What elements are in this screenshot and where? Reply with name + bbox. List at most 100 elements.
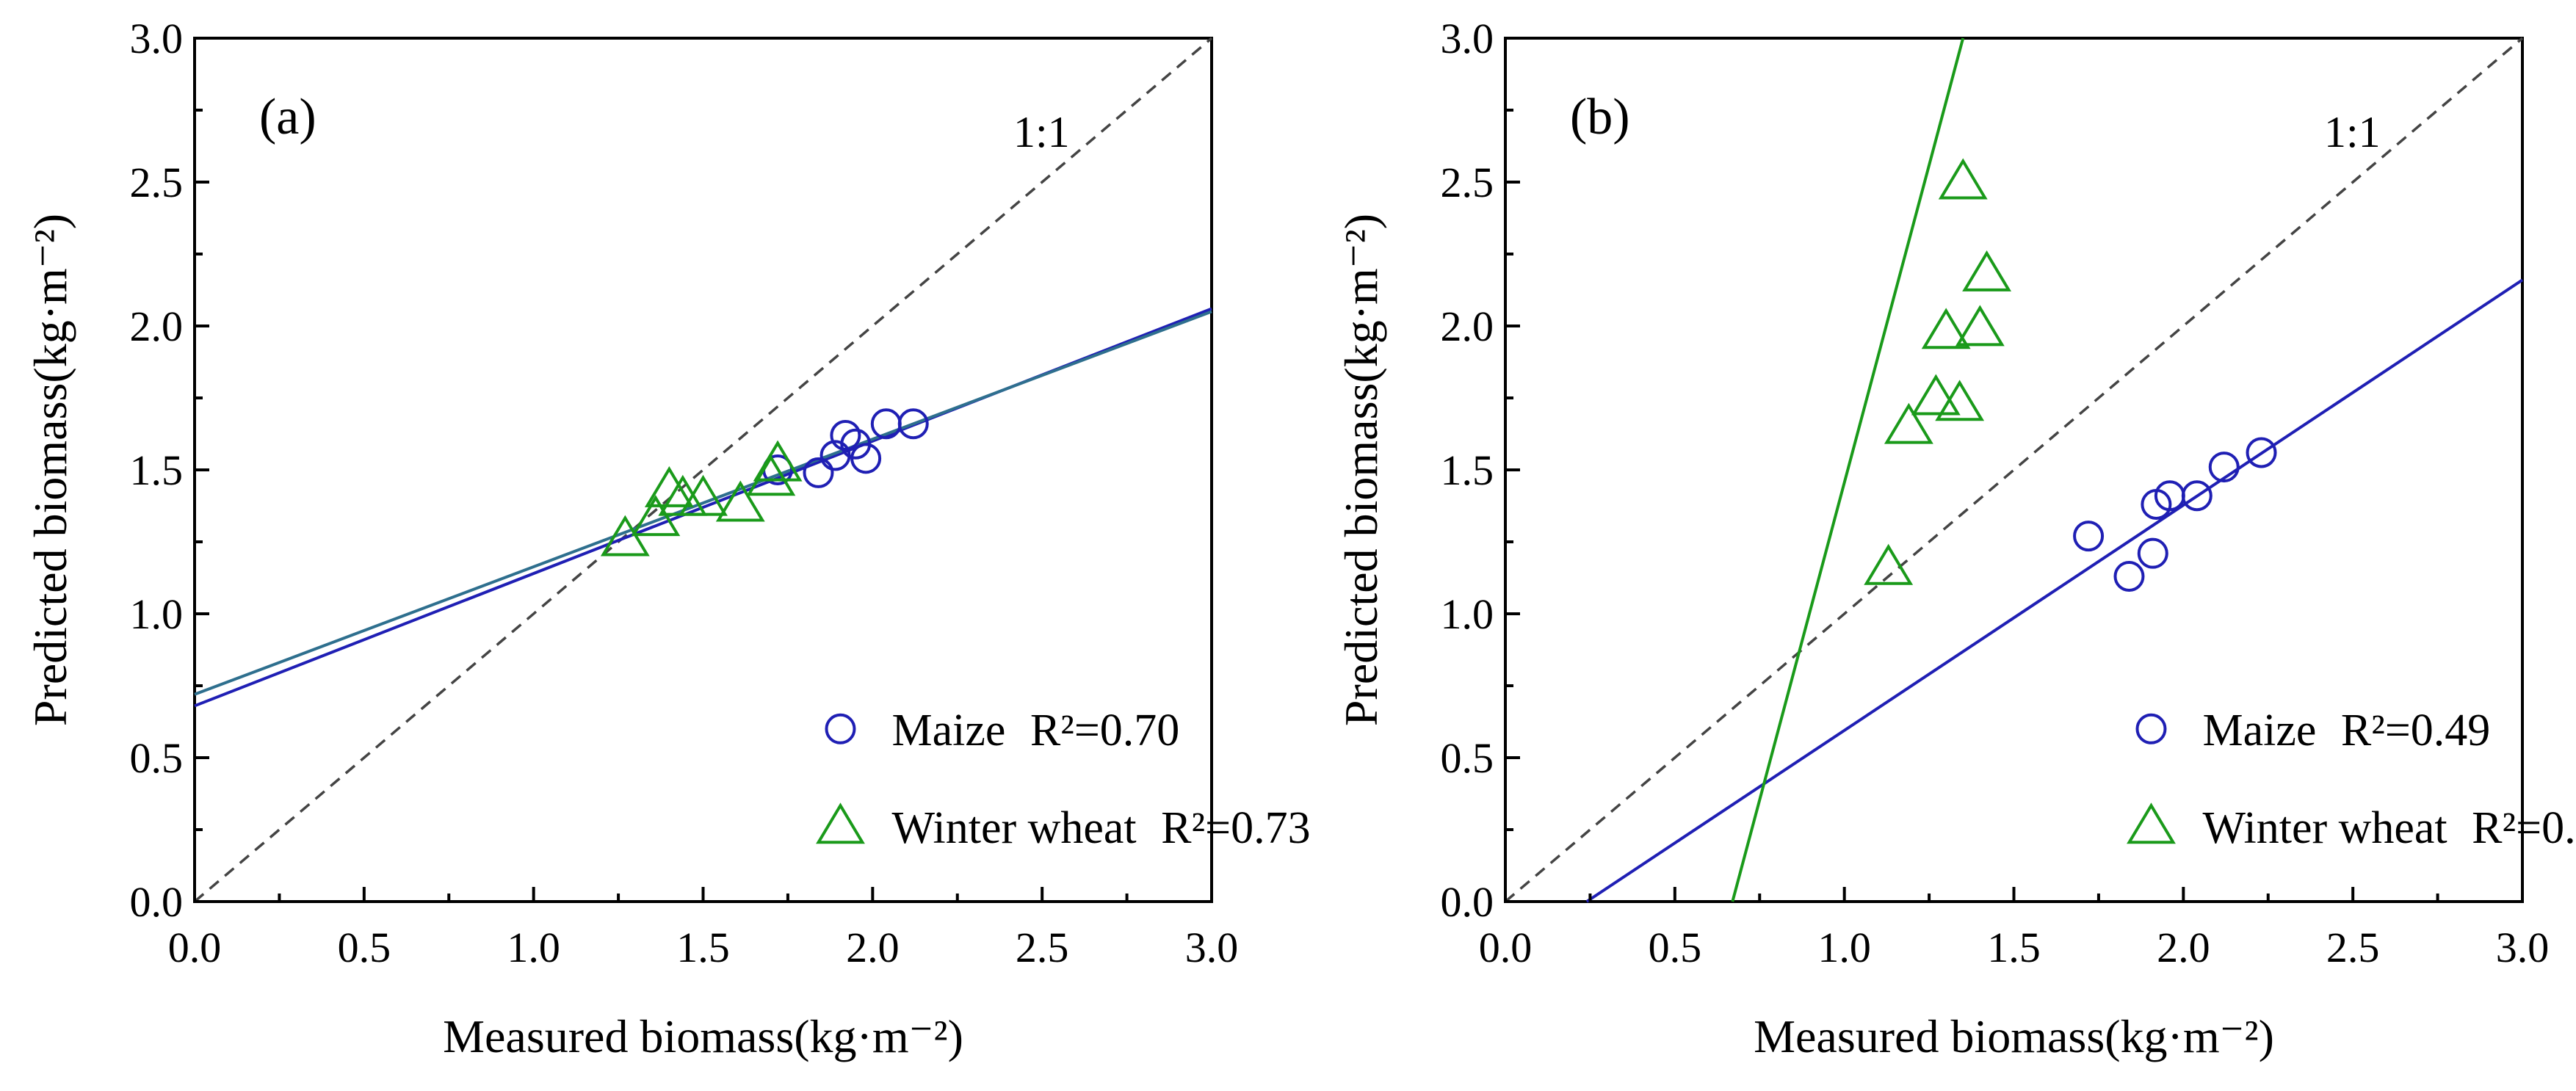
legend-marker-winter-wheat bbox=[816, 802, 865, 844]
data-point-winter-wheat bbox=[1921, 308, 1971, 349]
data-point-maize bbox=[2181, 480, 2213, 512]
data-point-winter-wheat bbox=[644, 465, 694, 507]
x-tick-label: 1.5 bbox=[676, 924, 730, 971]
legend-entry-winter-wheat: Winter wheat R²=0.60 bbox=[2202, 803, 2576, 853]
data-point-maize bbox=[830, 419, 861, 451]
data-points bbox=[1864, 158, 2277, 592]
y-tick-label: 0.0 bbox=[1441, 878, 1494, 926]
fit-lines bbox=[194, 307, 1212, 708]
reference-line-label: 1:1 bbox=[1013, 108, 1070, 156]
panel-label: (a) bbox=[259, 89, 316, 145]
legend-entry-maize: Maize R²=0.49 bbox=[2202, 706, 2490, 755]
x-tick-label: 2.5 bbox=[2326, 924, 2380, 971]
fit-line-maize bbox=[1585, 278, 2524, 903]
y-tick-label: 1.0 bbox=[1441, 590, 1494, 638]
axis-ticks: 0.0 0.5 1.0 1.5 2.0 2.5 3.0 0.0 0.5 1.0 1.5 2.0 2.5 3… bbox=[1441, 15, 2550, 971]
legend-series-name: Maize bbox=[2202, 706, 2316, 755]
legend-marker-winter-wheat bbox=[2127, 802, 2176, 844]
y-tick-label: 2.0 bbox=[130, 302, 184, 350]
legend-marker bbox=[816, 802, 865, 844]
legend-entry-maize: Maize R²=0.70 bbox=[891, 706, 1179, 755]
axis-ticks: 0.0 0.5 1.0 1.5 2.0 2.5 3.0 0.0 0.5 1.0 1.5 2.0 2.5 3… bbox=[130, 15, 1239, 971]
y-tick-label: 1.5 bbox=[1441, 446, 1494, 494]
data-point-winter-wheat bbox=[1962, 250, 2011, 291]
data-point-maize bbox=[850, 443, 882, 474]
x-tick-label: 2.5 bbox=[1016, 924, 1069, 971]
legend-marker bbox=[825, 713, 856, 744]
data-point-winter-wheat bbox=[753, 440, 803, 482]
x-tick-label: 0.0 bbox=[1479, 924, 1533, 971]
x-axis-title: Measured biomass(kg·m⁻²) bbox=[443, 1010, 963, 1062]
legend-series-name: Winter wheat bbox=[891, 803, 1136, 853]
data-points bbox=[600, 408, 929, 557]
data-point-winter-wheat bbox=[631, 495, 681, 537]
data-point-winter-wheat bbox=[1864, 543, 1914, 585]
data-point-maize bbox=[2073, 521, 2105, 552]
y-axis-title: Predicted biomass(kg·m⁻²) bbox=[24, 214, 76, 726]
legend-marker bbox=[2135, 713, 2167, 744]
panel-a: 0.0 0.5 1.0 1.5 2.0 2.5 3.0 0.0 0.5 1.0 1.5 2.0 2.5 3… bbox=[24, 15, 1311, 1062]
legend-marker-maize bbox=[825, 713, 856, 744]
x-tick-label: 0.5 bbox=[338, 924, 391, 971]
legend-r2: R²=0.49 bbox=[2341, 706, 2490, 755]
data-point-winter-wheat bbox=[600, 515, 650, 557]
legend-marker-maize bbox=[2135, 713, 2167, 744]
y-tick-label: 3.0 bbox=[1441, 15, 1494, 62]
x-axis-title-text: Measured biomass(kg·m⁻²) bbox=[443, 1010, 963, 1062]
reference-line-1-to-1 bbox=[1504, 37, 2524, 903]
data-point-winter-wheat bbox=[1935, 380, 1985, 421]
data-point-maize bbox=[2113, 561, 2145, 592]
x-axis-title-text: Measured biomass(kg·m⁻²) bbox=[1754, 1010, 2274, 1062]
data-point-maize bbox=[2246, 437, 2277, 468]
x-tick-label: 2.0 bbox=[2157, 924, 2210, 971]
y-axis-title: Predicted biomass(kg·m⁻²) bbox=[1335, 214, 1387, 726]
reference-line bbox=[1504, 37, 2524, 903]
y-tick-label: 2.5 bbox=[130, 159, 184, 206]
y-tick-label: 2.0 bbox=[1441, 302, 1494, 350]
legend-series-name: Winter wheat bbox=[2202, 803, 2447, 853]
data-point-maize bbox=[803, 457, 834, 488]
data-point-winter-wheat bbox=[715, 480, 765, 522]
x-tick-label: 3.0 bbox=[2496, 924, 2550, 971]
y-tick-label: 1.0 bbox=[130, 590, 184, 638]
y-tick-label: 1.5 bbox=[130, 446, 184, 494]
y-tick-label: 2.5 bbox=[1441, 159, 1494, 206]
legend-r2: R²=0.73 bbox=[1161, 803, 1310, 853]
x-tick-label: 0.0 bbox=[168, 924, 222, 971]
panel-b: 0.0 0.5 1.0 1.5 2.0 2.5 3.0 0.0 0.5 1.0 1.5 2.0 2.5 3… bbox=[1335, 15, 2576, 1062]
legend-entry-winter-wheat: Winter wheat R²=0.73 bbox=[891, 803, 1310, 853]
y-tick-label: 0.5 bbox=[1441, 734, 1494, 782]
data-point-winter-wheat bbox=[1938, 158, 1988, 200]
panel-label: (b) bbox=[1570, 89, 1630, 145]
y-tick-label: 0.5 bbox=[130, 734, 184, 782]
fit-lines bbox=[1585, 37, 2524, 903]
x-tick-label: 1.0 bbox=[1817, 924, 1871, 971]
reference-line bbox=[193, 37, 1213, 903]
legend: Maize R²=0.49 Winter wheat R²=0.60 bbox=[2127, 706, 2576, 853]
x-tick-label: 2.0 bbox=[846, 924, 900, 971]
data-point-winter-wheat bbox=[1955, 305, 2005, 347]
fit-line-winter-wheat bbox=[194, 310, 1212, 696]
data-point-maize bbox=[2208, 452, 2240, 483]
legend-marker bbox=[2127, 802, 2176, 844]
legend-r2: R²=0.60 bbox=[2472, 803, 2576, 853]
fit-line-winter-wheat bbox=[1731, 37, 1965, 902]
data-point-winter-wheat bbox=[1911, 374, 1961, 416]
data-point-maize bbox=[2137, 537, 2168, 569]
x-tick-label: 3.0 bbox=[1185, 924, 1239, 971]
data-point-winter-wheat bbox=[679, 474, 728, 516]
x-tick-label: 1.5 bbox=[1987, 924, 2041, 971]
data-point-maize bbox=[897, 408, 929, 440]
legend-r2: R²=0.70 bbox=[1030, 706, 1179, 755]
legend: Maize R²=0.70 Winter wheat R²=0.73 bbox=[816, 706, 1311, 853]
reference-line-label: 1:1 bbox=[2324, 108, 2381, 156]
data-point-winter-wheat bbox=[746, 454, 796, 496]
y-tick-label: 3.0 bbox=[130, 15, 184, 62]
y-tick-label: 0.0 bbox=[130, 878, 184, 926]
reference-line-1-to-1 bbox=[193, 37, 1213, 903]
x-tick-label: 1.0 bbox=[507, 924, 560, 971]
x-axis-title: Measured biomass(kg·m⁻²) bbox=[1754, 1010, 2274, 1062]
legend-series-name: Maize bbox=[891, 706, 1005, 755]
x-tick-label: 0.5 bbox=[1649, 924, 1702, 971]
